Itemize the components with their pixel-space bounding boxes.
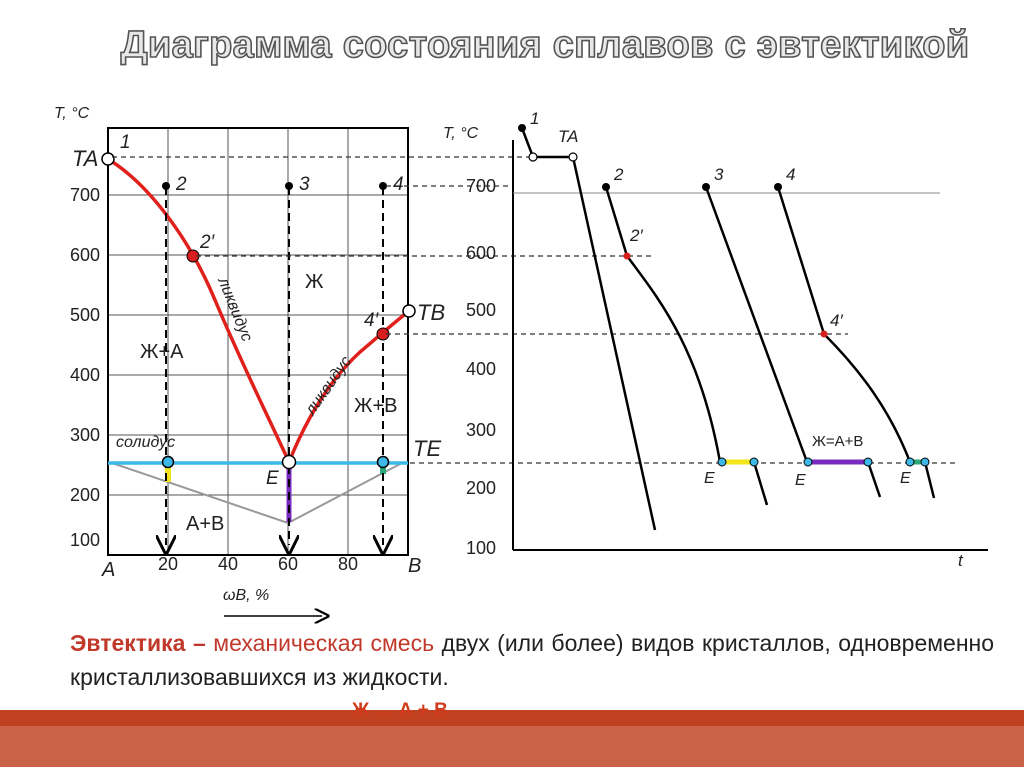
- curve4-e-label: E: [900, 470, 911, 487]
- label-point-2: 2: [175, 174, 187, 195]
- region-solid: А+В: [186, 513, 224, 535]
- point-e: [281, 454, 297, 470]
- curve3-e-right: [863, 457, 873, 467]
- phase-y-tick: 500: [70, 305, 100, 325]
- curve4-label: 4: [786, 165, 795, 184]
- cooling-y-tick: 400: [466, 359, 496, 379]
- x-end-label-b: B: [408, 555, 421, 577]
- phase-diagram: T, °C 700 600 500 400 300 200 100 20 40 …: [54, 105, 445, 616]
- label-point-4: 4: [393, 174, 404, 195]
- curve2-e-right: [749, 457, 759, 467]
- curve2-start: [602, 183, 610, 191]
- phase-x-tick: 60: [278, 554, 298, 574]
- liquidus-left: [107, 157, 291, 463]
- solidus-label: солидус: [116, 434, 175, 451]
- curve2-2-prime: [623, 252, 631, 260]
- label-point-2-prime: 2′: [199, 232, 216, 253]
- phase-x-tick: 20: [158, 554, 178, 574]
- caption-definition: механическая смесь: [213, 630, 435, 656]
- point-ta: [101, 152, 115, 166]
- phase-y-tick: 700: [70, 185, 100, 205]
- curve3-e-left: [803, 457, 813, 467]
- eutectic-reaction-formula: Ж → А + В: [352, 700, 448, 721]
- phase-y-axis-label: T, °C: [54, 105, 90, 122]
- eutectic-triangle: [111, 462, 403, 525]
- cooling-curve-4-tail: [923, 461, 936, 499]
- point-1: [162, 182, 170, 190]
- curve4-e-left: [905, 457, 915, 467]
- curve1-ta-label: TA: [558, 127, 578, 146]
- curve3-label: 3: [714, 165, 724, 184]
- phase-frame: [107, 127, 409, 556]
- cooling-curve-4: [776, 186, 912, 463]
- cooling-curve-2-tail: [752, 461, 769, 506]
- phase-x-tick: 40: [218, 554, 238, 574]
- curve4-e-right: [920, 457, 930, 467]
- cooling-y-tick: 300: [466, 420, 496, 440]
- curve4-4-prime-label: 4′: [830, 311, 843, 330]
- cooling-curves: T, °C 700 600 500 400 300 200 100 t 1 TA…: [443, 109, 988, 570]
- curve1-plateau-end: [568, 152, 578, 162]
- phase-grid: [108, 128, 408, 555]
- curve2-2-prime-label: 2′: [629, 226, 643, 245]
- cooling-x-axis-label: t: [958, 551, 964, 570]
- curve1-label: 1: [530, 109, 539, 128]
- curve1-plateau-start: [528, 152, 538, 162]
- label-point-3: 3: [299, 174, 310, 195]
- cooling-curve-1: [520, 127, 657, 531]
- phase-y-tick: 200: [70, 485, 100, 505]
- point-4: [379, 182, 387, 190]
- point-3: [285, 182, 293, 190]
- label-tb: TB: [417, 300, 445, 325]
- phase-y-tick: 100: [70, 530, 100, 550]
- cooling-y-tick: 700: [466, 176, 496, 196]
- bottom-bar-lower: [0, 726, 1024, 767]
- liquidus-right-label: ликвидус: [302, 353, 355, 419]
- region-liquid-a: Ж+А: [140, 341, 184, 363]
- phase-y-tick: 600: [70, 245, 100, 265]
- eutectic-reaction-label: Ж=А+В: [812, 433, 863, 450]
- liquidus-right: [287, 309, 411, 463]
- curve2-e-left: [717, 457, 727, 467]
- label-point-1: 1: [120, 132, 131, 153]
- cooling-y-tick: 200: [466, 478, 496, 498]
- curve3-start: [702, 183, 710, 191]
- point-solidus-right: [376, 455, 390, 469]
- cooling-curve-3: [704, 186, 809, 463]
- caption-rest: двух (или более) видов кристаллов, однов…: [70, 630, 995, 690]
- region-liquid: Ж: [305, 271, 324, 293]
- curve1-start: [518, 124, 526, 132]
- curve2-e-label: E: [704, 470, 715, 487]
- label-point-e: E: [266, 468, 279, 489]
- x-end-label-a: A: [101, 559, 115, 581]
- label-ta: TA: [72, 146, 98, 171]
- label-te: TE: [413, 436, 441, 461]
- cooling-curve-3-tail: [866, 461, 882, 498]
- curve2-label: 2: [613, 165, 624, 184]
- phase-y-tick: 400: [70, 365, 100, 385]
- curve4-4-prime: [820, 330, 828, 338]
- caption: Эвтектика – механическая смесь двух (или…: [70, 626, 994, 694]
- region-liquid-b: Ж+В: [354, 395, 398, 417]
- phase-x-axis-label: ωB, %: [223, 587, 269, 604]
- curve3-e-label: E: [795, 472, 806, 489]
- label-point-4-prime: 4′: [364, 310, 380, 331]
- slide-title: Диаграмма состояния сплавов с эвтектикой: [120, 23, 970, 67]
- cooling-curve-2: [604, 186, 722, 463]
- bottom-bar: [0, 710, 1024, 726]
- point-tb: [402, 304, 416, 318]
- caption-term: Эвтектика: [70, 630, 186, 656]
- cooling-y-axis-label: T, °C: [443, 125, 479, 142]
- curve4-start: [774, 183, 782, 191]
- phase-x-tick: 80: [338, 554, 358, 574]
- phase-y-tick: 300: [70, 425, 100, 445]
- caption-dash: –: [192, 630, 206, 656]
- cooling-y-tick: 600: [466, 243, 496, 263]
- cooling-y-tick: 500: [466, 300, 496, 320]
- point-solidus-left: [161, 455, 175, 469]
- cooling-y-tick: 100: [466, 538, 496, 558]
